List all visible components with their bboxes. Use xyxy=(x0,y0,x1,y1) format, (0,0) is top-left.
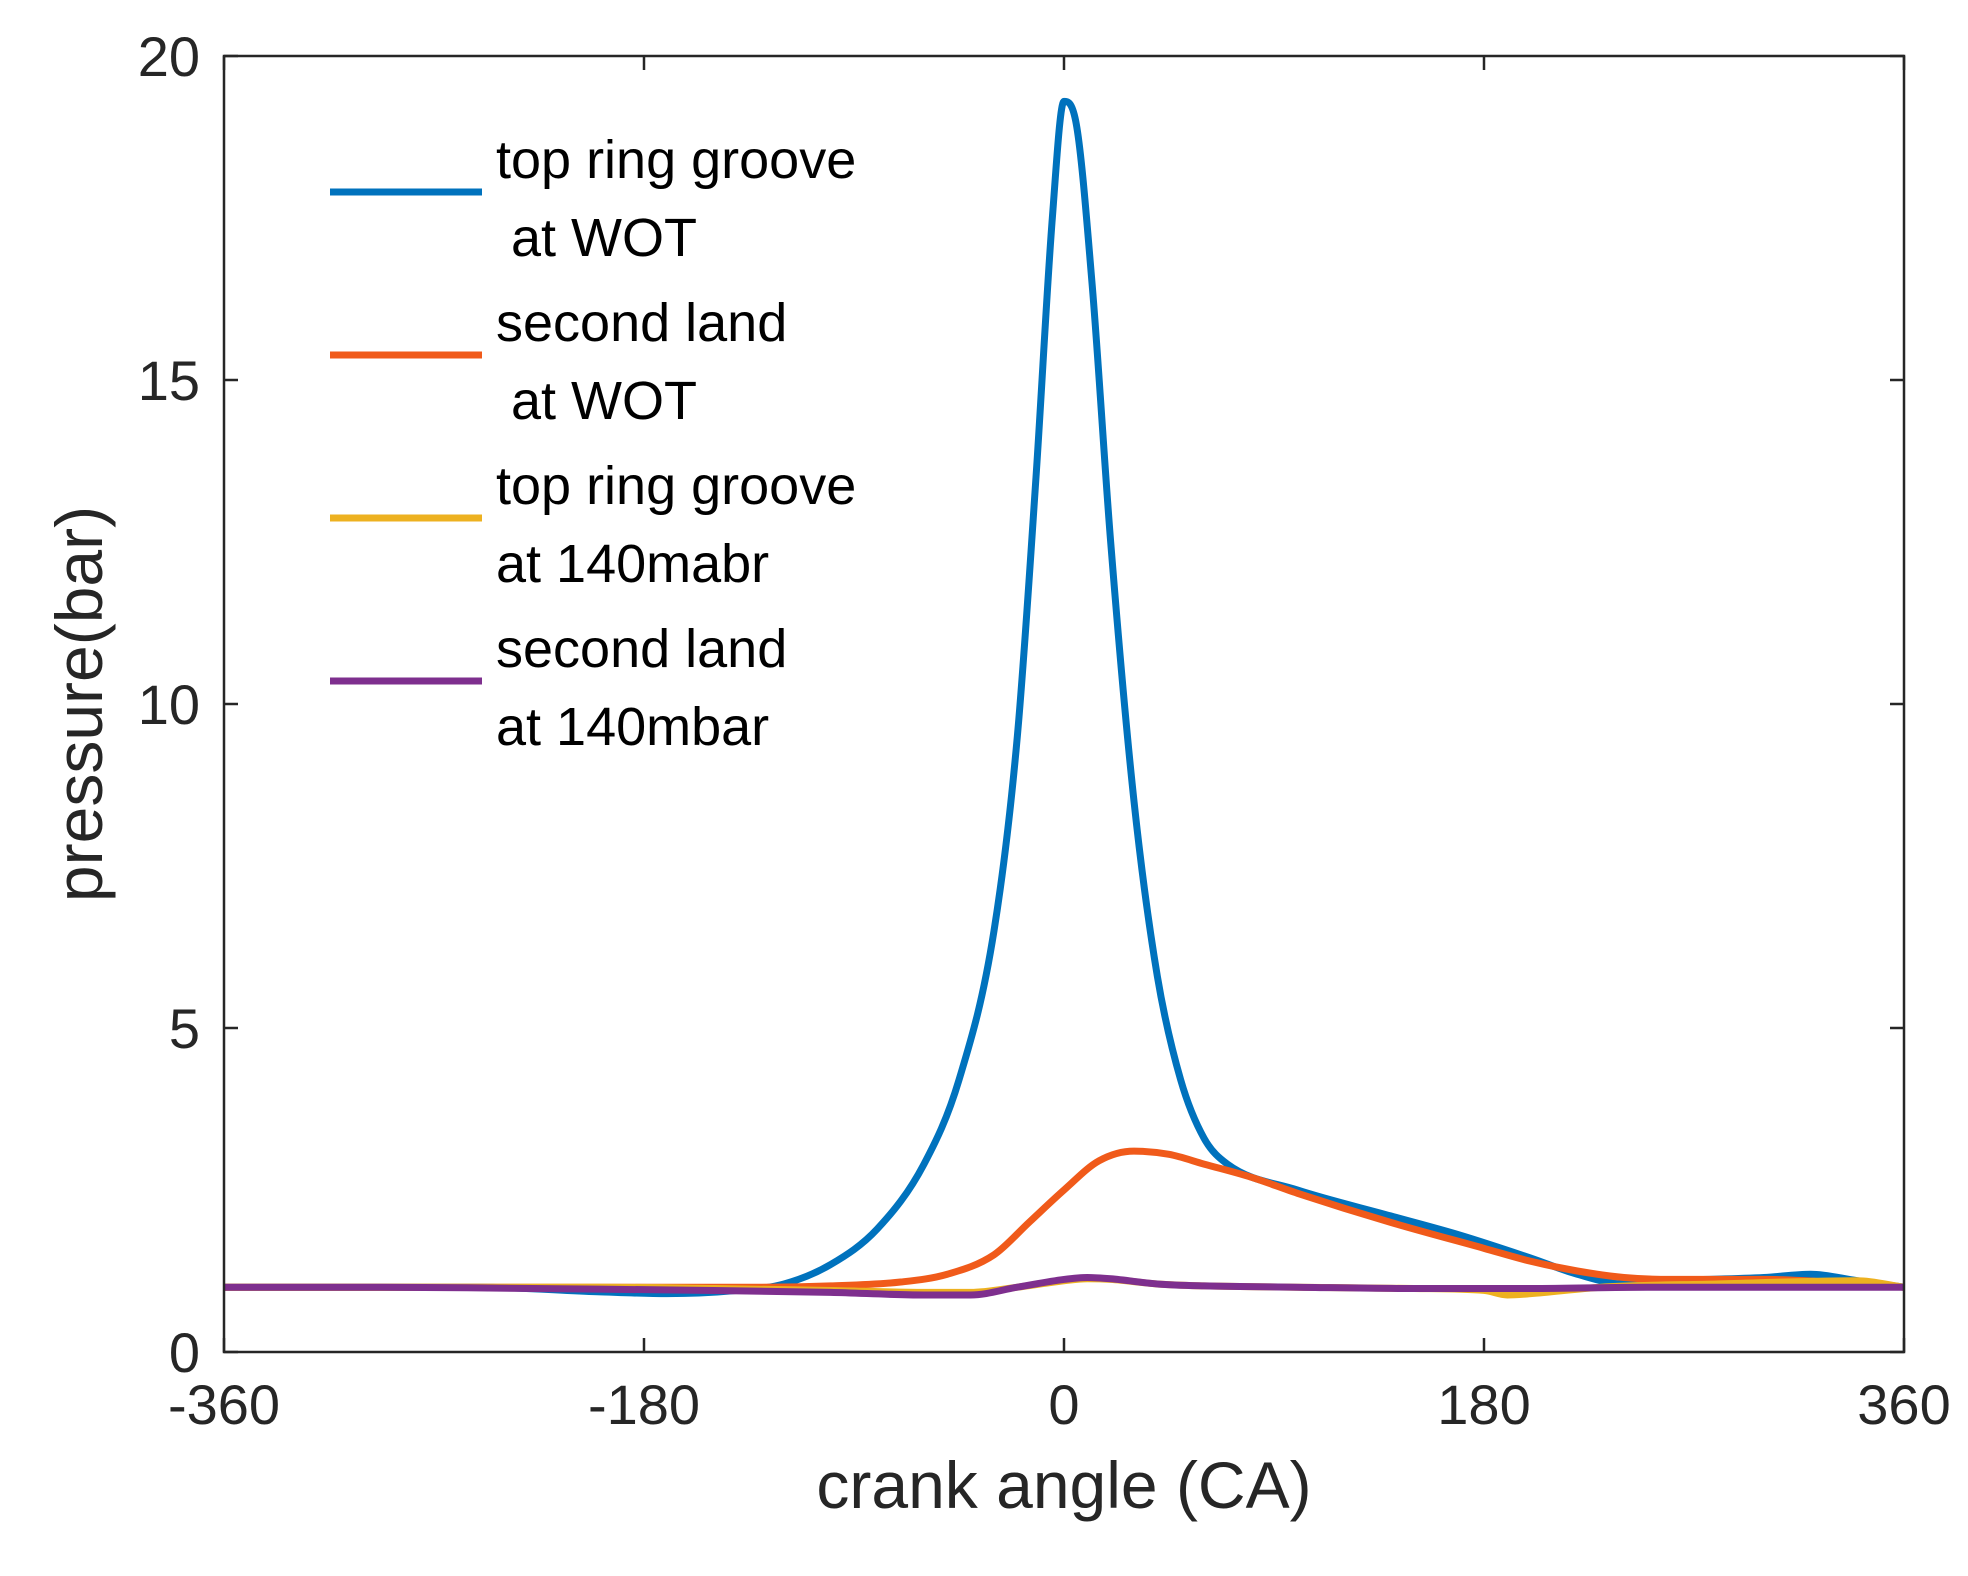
x-axis-title: crank angle (CA) xyxy=(816,1448,1311,1522)
y-tick-label: 5 xyxy=(169,997,200,1060)
axes-layer: -360 -180 0 180 360 0 5 10 15 20 xyxy=(138,25,1951,1436)
legend-label: at WOT xyxy=(496,371,697,431)
legend-label: top ring groove xyxy=(496,130,856,190)
y-tick-label: 15 xyxy=(138,349,200,412)
legend-label: at WOT xyxy=(496,208,697,268)
legend-label: top ring groove xyxy=(496,456,856,516)
legend-entry-4: second land at 140mbar xyxy=(330,619,787,757)
x-tick-label: 0 xyxy=(1048,1373,1079,1436)
y-axis-title: pressure(bar) xyxy=(42,506,116,902)
legend-label: at 140mbar xyxy=(496,697,769,757)
legend-entry-3: top ring groove at 140mabr xyxy=(330,456,856,594)
legend-label: second land xyxy=(496,293,787,353)
x-tick-label: -180 xyxy=(588,1373,700,1436)
y-tick-label: 10 xyxy=(138,673,200,736)
plot-area xyxy=(224,56,1904,1352)
legend-label: second land xyxy=(496,619,787,679)
series-line-4 xyxy=(224,1273,1904,1299)
legend-label: at 140mabr xyxy=(496,534,769,594)
y-tick-label: 0 xyxy=(169,1321,200,1384)
series-layer xyxy=(224,97,1904,1299)
y-tick-label: 20 xyxy=(138,25,200,88)
x-tick-label: 180 xyxy=(1437,1373,1530,1436)
legend-entry-2: second land at WOT xyxy=(330,293,787,431)
x-tick-label: 360 xyxy=(1857,1373,1950,1436)
x-tick-label: -360 xyxy=(168,1373,280,1436)
legend-entry-1: top ring groove at WOT xyxy=(330,130,856,268)
